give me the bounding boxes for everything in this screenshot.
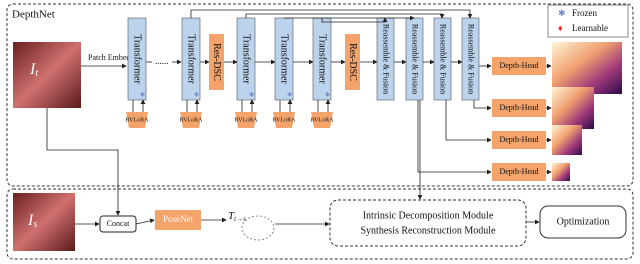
arrow — [473, 100, 492, 111]
arrow — [445, 100, 492, 143]
posenet: PoseNet — [163, 214, 193, 224]
transformer-label: Transformer — [279, 34, 290, 84]
source-label: Is — [27, 212, 37, 231]
adapter-label: RVLoRA — [273, 117, 297, 123]
depth-map — [552, 163, 570, 181]
adapter-label: RVLoRA — [126, 117, 150, 123]
title: DepthNet — [12, 9, 55, 21]
arrow — [321, 17, 388, 23]
res-dsc-block — [345, 34, 360, 90]
transformer-label: Transformer — [186, 34, 197, 84]
modules-box — [329, 199, 527, 247]
target-label: It — [29, 61, 38, 80]
depth-head-label: Depth-Head — [499, 167, 538, 176]
depthnet-frame — [6, 3, 634, 187]
learnable-icon: ♦ — [558, 23, 563, 33]
depth-map — [552, 87, 594, 129]
adapter-block — [180, 112, 202, 128]
arrow — [245, 13, 445, 19]
depth-map — [552, 42, 622, 94]
optimization-box — [539, 205, 627, 239]
depth-head-label: Depth-Head — [499, 135, 538, 144]
adapter-label: RVLoRA — [180, 117, 204, 123]
frozen-icon: ✱ — [558, 8, 566, 18]
depth-head-block — [492, 57, 546, 75]
legend-box — [547, 4, 629, 38]
legend-learnable: Learnable — [572, 23, 608, 33]
pose-glyph — [241, 215, 275, 241]
adapter-block — [311, 112, 333, 128]
depth-head-label: Depth-Head — [499, 103, 538, 112]
arrow — [417, 100, 492, 175]
legend-frozen: Frozen — [572, 8, 597, 18]
concat: Concat — [107, 219, 130, 228]
posenet-box — [155, 210, 201, 230]
adapter-block — [126, 112, 148, 128]
res-dsc-label: Res-DSC — [347, 43, 358, 81]
frozen-icon: ✱ — [249, 91, 254, 98]
decoder-label: Reassemble & Fusion — [439, 24, 448, 94]
patch-embed: Patch Embed — [88, 53, 130, 62]
frozen-icon: ✱ — [140, 91, 145, 98]
decoder-label: Reassemble & Fusion — [467, 24, 476, 94]
adapter-block — [235, 112, 257, 128]
depth-head-block — [492, 163, 546, 181]
adapter-label: RVLoRA — [235, 117, 259, 123]
frozen-icon: ✱ — [287, 91, 292, 98]
res-dsc-label: Res-DSC — [211, 43, 222, 81]
ellipsis: ...... — [155, 56, 169, 66]
depth-head-label: Depth-Head — [499, 61, 538, 70]
decoder-label: Reassemble & Fusion — [382, 24, 391, 94]
transformer-label: Transformer — [241, 34, 252, 84]
frozen-icon: ✱ — [194, 91, 199, 98]
adapter-block — [273, 112, 295, 128]
pose-label: Tt→s — [228, 210, 246, 223]
frozen-icon: ✱ — [325, 91, 330, 98]
transformer-label: Transformer — [317, 34, 328, 84]
adapter-label: RVLoRA — [311, 117, 335, 123]
arrow — [190, 9, 473, 19]
transformer-block — [127, 17, 147, 101]
arrow — [135, 218, 155, 225]
depth-head-block — [492, 99, 546, 117]
depth-head-block — [492, 131, 546, 149]
depth-map — [552, 125, 582, 155]
pose-frame — [6, 188, 634, 260]
transformer-label: Transformer — [132, 34, 143, 84]
module: Intrinsic Decomposition Module — [363, 210, 494, 221]
res-dsc-block — [209, 34, 224, 90]
optimization: Optimization — [557, 216, 610, 227]
source-image — [13, 193, 75, 251]
module: Synthesis Reconstruction Module — [361, 225, 497, 236]
target-image — [13, 42, 81, 108]
decoder-label: Reassemble & Fusion — [411, 24, 420, 94]
arrow — [46, 108, 121, 216]
